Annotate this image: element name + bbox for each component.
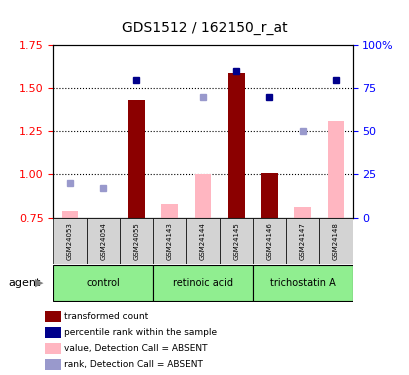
FancyBboxPatch shape <box>153 265 252 301</box>
Text: GSM24144: GSM24144 <box>200 222 205 260</box>
Text: GSM24148: GSM24148 <box>332 222 338 260</box>
FancyBboxPatch shape <box>53 217 86 264</box>
FancyBboxPatch shape <box>53 265 153 301</box>
Text: GSM24054: GSM24054 <box>100 222 106 260</box>
FancyBboxPatch shape <box>319 217 352 264</box>
Text: retinoic acid: retinoic acid <box>173 278 232 288</box>
Bar <box>45 310 61 322</box>
FancyBboxPatch shape <box>219 217 252 264</box>
Bar <box>45 358 61 370</box>
Text: transformed count: transformed count <box>64 312 148 321</box>
Bar <box>194 174 211 217</box>
Text: rank, Detection Call = ABSENT: rank, Detection Call = ABSENT <box>64 360 203 369</box>
Text: agent: agent <box>8 278 40 288</box>
Bar <box>161 204 178 218</box>
Bar <box>128 100 144 218</box>
FancyBboxPatch shape <box>86 217 119 264</box>
Bar <box>327 121 344 218</box>
FancyBboxPatch shape <box>285 217 319 264</box>
Text: percentile rank within the sample: percentile rank within the sample <box>64 328 217 337</box>
Bar <box>261 172 277 217</box>
Text: value, Detection Call = ABSENT: value, Detection Call = ABSENT <box>64 344 207 353</box>
Bar <box>61 211 78 218</box>
Text: GSM24055: GSM24055 <box>133 222 139 260</box>
FancyBboxPatch shape <box>153 217 186 264</box>
Bar <box>294 207 310 218</box>
Text: GSM24147: GSM24147 <box>299 222 305 260</box>
Text: GSM24145: GSM24145 <box>233 222 238 260</box>
FancyBboxPatch shape <box>252 217 285 264</box>
Text: GSM24146: GSM24146 <box>266 222 272 260</box>
Text: ▶: ▶ <box>35 278 43 288</box>
Text: trichostatin A: trichostatin A <box>269 278 335 288</box>
Bar <box>45 327 61 338</box>
Text: control: control <box>86 278 120 288</box>
Bar <box>94 217 111 219</box>
Text: GSM24053: GSM24053 <box>67 222 73 260</box>
Bar <box>227 73 244 217</box>
Text: GDS1512 / 162150_r_at: GDS1512 / 162150_r_at <box>122 21 287 35</box>
FancyBboxPatch shape <box>119 217 153 264</box>
FancyBboxPatch shape <box>186 217 219 264</box>
FancyBboxPatch shape <box>252 265 352 301</box>
Text: GSM24143: GSM24143 <box>166 222 172 260</box>
Bar <box>45 343 61 354</box>
